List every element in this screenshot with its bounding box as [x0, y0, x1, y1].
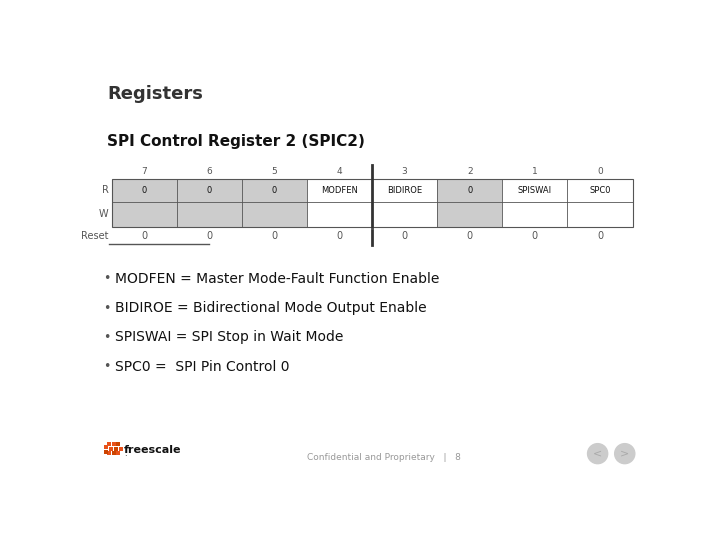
- Text: SPI Control Register 2 (SPIC2): SPI Control Register 2 (SPIC2): [107, 134, 365, 149]
- Bar: [114, 447, 118, 450]
- Bar: [107, 442, 111, 446]
- Bar: [177, 179, 242, 226]
- Text: W: W: [99, 209, 109, 219]
- Bar: [503, 179, 567, 226]
- Text: 6: 6: [207, 167, 212, 177]
- Bar: [112, 179, 632, 226]
- Bar: [119, 447, 122, 450]
- Text: Reset: Reset: [81, 231, 109, 241]
- Text: MODFEN = Master Mode-Fault Function Enable: MODFEN = Master Mode-Fault Function Enab…: [114, 272, 439, 286]
- Text: 0: 0: [272, 186, 277, 195]
- Text: 0: 0: [336, 231, 343, 241]
- Text: 5: 5: [271, 167, 277, 177]
- Text: SPC0 =  SPI Pin Control 0: SPC0 = SPI Pin Control 0: [114, 360, 289, 374]
- Text: BIDIROE = Bidirectional Mode Output Enable: BIDIROE = Bidirectional Mode Output Enab…: [114, 301, 426, 315]
- Text: 0: 0: [597, 167, 603, 177]
- Bar: [109, 447, 113, 450]
- Text: 2: 2: [467, 167, 472, 177]
- Text: 0: 0: [532, 231, 538, 241]
- Text: SPC0: SPC0: [589, 186, 611, 195]
- Bar: [112, 442, 116, 446]
- Text: 0: 0: [467, 186, 472, 195]
- Text: 0: 0: [597, 231, 603, 241]
- Text: Confidential and Proprietary   |   8: Confidential and Proprietary | 8: [307, 453, 461, 462]
- Text: •: •: [104, 360, 111, 373]
- Text: 0: 0: [207, 186, 212, 195]
- Bar: [104, 450, 108, 454]
- Bar: [307, 179, 372, 226]
- Text: 0: 0: [142, 186, 147, 195]
- Bar: [117, 451, 120, 455]
- Text: Registers: Registers: [107, 85, 203, 103]
- Text: 0: 0: [467, 231, 473, 241]
- Bar: [104, 445, 108, 449]
- Bar: [112, 451, 116, 455]
- Circle shape: [588, 444, 608, 464]
- Text: 4: 4: [337, 167, 343, 177]
- Bar: [112, 179, 177, 226]
- Bar: [437, 179, 503, 226]
- Text: •: •: [104, 302, 111, 315]
- Text: 3: 3: [402, 167, 408, 177]
- Bar: [567, 179, 632, 226]
- Text: BIDIROE: BIDIROE: [387, 186, 422, 195]
- Text: SPISWAI: SPISWAI: [518, 186, 552, 195]
- Text: R: R: [102, 185, 109, 195]
- Text: •: •: [104, 331, 111, 344]
- Text: 7: 7: [141, 167, 147, 177]
- Circle shape: [615, 444, 635, 464]
- Text: >: >: [620, 449, 629, 458]
- Text: ·: ·: [124, 452, 127, 461]
- Text: •: •: [104, 272, 111, 285]
- Text: 0: 0: [271, 231, 277, 241]
- Bar: [372, 179, 437, 226]
- Text: 0: 0: [141, 231, 148, 241]
- Text: 0: 0: [207, 231, 212, 241]
- Bar: [107, 451, 111, 455]
- Text: <: <: [593, 449, 602, 458]
- Text: freescale: freescale: [124, 445, 181, 455]
- Bar: [242, 179, 307, 226]
- Bar: [117, 442, 120, 446]
- Text: 0: 0: [402, 231, 408, 241]
- Text: MODFEN: MODFEN: [321, 186, 358, 195]
- Text: SPISWAI = SPI Stop in Wait Mode: SPISWAI = SPI Stop in Wait Mode: [114, 330, 343, 345]
- Text: 1: 1: [532, 167, 538, 177]
